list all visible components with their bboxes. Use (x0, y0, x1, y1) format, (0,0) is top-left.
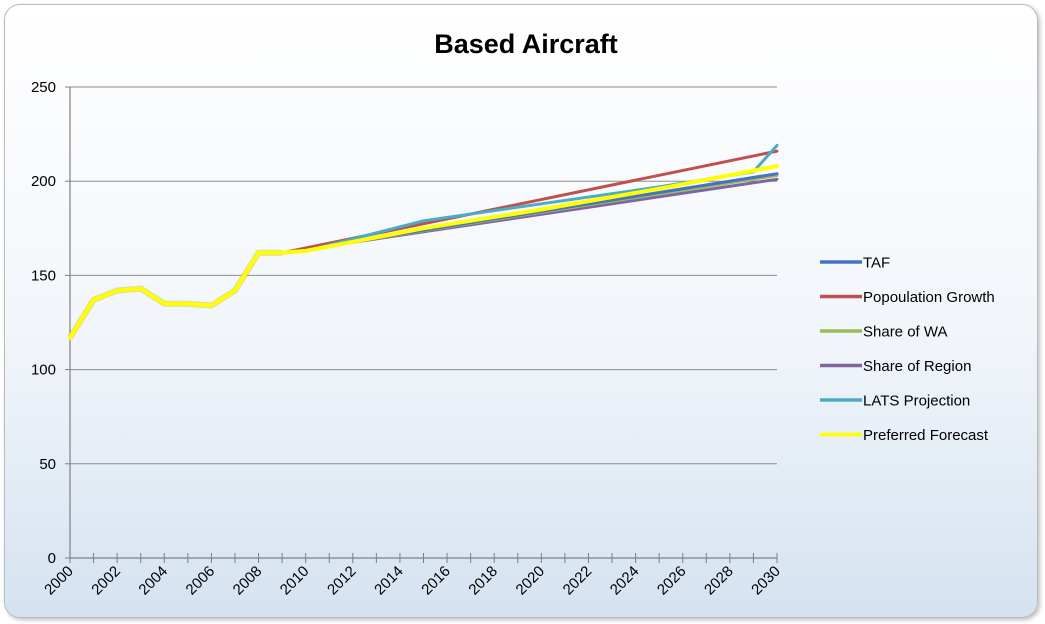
legend: TAF Popoulation Growth Share of WA Share of… (820, 255, 995, 444)
y-tick-label-50: 50 (39, 456, 56, 473)
x-tick-label-2006: 2006 (183, 563, 219, 599)
legend-label-share-of-region: Share of Region (863, 358, 971, 375)
x-tick-label-2002: 2002 (88, 563, 124, 599)
x-tick-label-2008: 2008 (230, 563, 266, 599)
y-tick-label-250: 250 (31, 79, 56, 96)
y-tick-label-150: 150 (31, 267, 56, 284)
x-tick-label-2022: 2022 (560, 563, 596, 599)
x-tick-label-2010: 2010 (277, 563, 313, 599)
legend-label-popoulation-growth: Popoulation Growth (863, 289, 995, 306)
y-tick-label-0: 0 (48, 550, 56, 567)
x-tick-label-2014: 2014 (371, 563, 407, 599)
x-tick-label-2030: 2030 (748, 563, 784, 599)
series-line-lats-projection (280, 143, 779, 255)
x-tick-label-2026: 2026 (654, 563, 690, 599)
x-tick-label-2020: 2020 (513, 563, 549, 599)
y-tick-label-100: 100 (31, 362, 56, 379)
axes (65, 86, 778, 563)
legend-label-lats-projection: LATS Projection (863, 393, 970, 410)
history-line (68, 250, 285, 340)
y-tick-labels: 0 50 100 150 200 250 (31, 79, 56, 567)
legend-label-preferred-forecast: Preferred Forecast (863, 427, 989, 444)
x-tick-label-2004: 2004 (135, 563, 171, 599)
legend-label-taf: TAF (863, 255, 890, 272)
x-tick-label-2000: 2000 (41, 563, 77, 599)
plot-area (67, 143, 779, 340)
legend-label-share-of-wa: Share of WA (863, 324, 947, 341)
y-tick-label-200: 200 (31, 173, 56, 190)
gridlines (70, 86, 777, 465)
x-tick-label-2018: 2018 (465, 563, 501, 599)
x-tick-label-2028: 2028 (701, 563, 737, 599)
chart-title: Based Aircraft (434, 29, 618, 59)
x-tick-labels: 2000 2002 2004 2006 2008 2010 2012 2014 2016 2018… (41, 563, 784, 599)
x-tick-label-2012: 2012 (324, 563, 360, 599)
series-line-preferred-forecast (280, 164, 779, 255)
x-tick-label-2016: 2016 (418, 563, 454, 599)
x-tick-label-2024: 2024 (607, 563, 643, 599)
chart-frame (4, 4, 1038, 618)
